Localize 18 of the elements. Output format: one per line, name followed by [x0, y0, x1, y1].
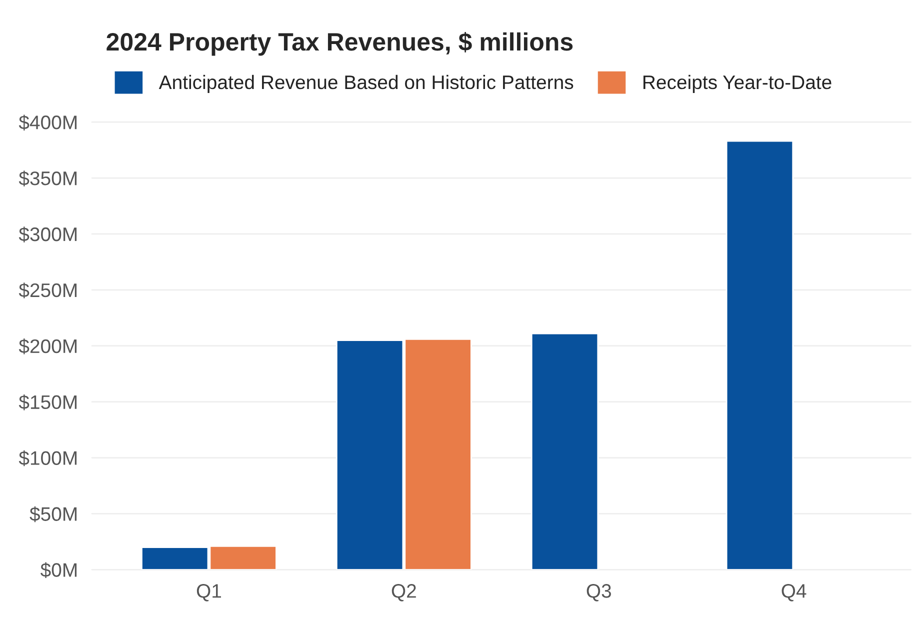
- y-tick-label: $300M: [18, 226, 77, 242]
- legend-label: Receipts Year-to-Date: [643, 74, 832, 94]
- x-tick-label: Q4: [782, 584, 806, 602]
- chart-title: 2024 Property Tax Revenues, $ millions: [106, 32, 573, 56]
- y-tick-label: $50M: [30, 506, 77, 522]
- x-tick-label: Q2: [392, 584, 416, 602]
- y-tick-label: $400M: [18, 114, 77, 130]
- bar: [530, 332, 599, 570]
- y-tick-label: $200M: [18, 338, 77, 354]
- x-tick-label: Q1: [196, 584, 221, 602]
- bar: [726, 140, 794, 570]
- y-tick-label: $100M: [18, 450, 77, 466]
- legend-label: Anticipated Revenue Based on Historic Patterns: [158, 74, 574, 94]
- y-tick-label: $250M: [18, 282, 77, 298]
- x-tick-label: Q3: [586, 584, 611, 602]
- y-tick-label: $150M: [18, 394, 77, 410]
- y-tick-label: $0M: [40, 562, 77, 578]
- y-tick-label: $350M: [18, 170, 77, 186]
